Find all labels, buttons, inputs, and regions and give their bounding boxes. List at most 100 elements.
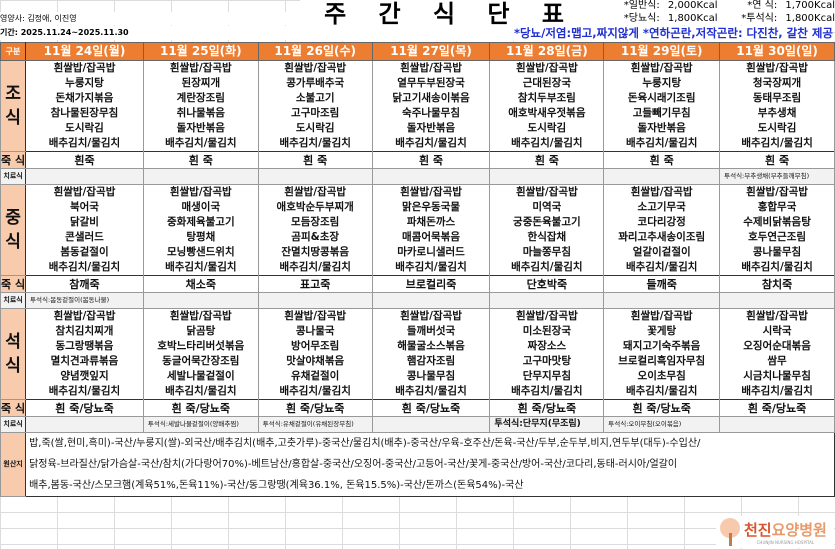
menu-item: 참나물된장무침 [25, 106, 144, 121]
menu-item: 고구마맛탕 [489, 354, 605, 369]
porridge-item: 참깨죽 [25, 275, 144, 293]
menu-item: 배추김치/물김치 [603, 260, 721, 276]
dish-row: 배추김치/물김치 배추김치/물김치 배추김치/물김치 배추김치/물김치 배추김치/물김치… [1, 384, 835, 400]
porridge-item: 흰 죽/당뇨죽 [371, 399, 491, 417]
menu-item: 배추김치/물김치 [257, 260, 373, 276]
menu-item: 돌자반볶음 [371, 121, 491, 136]
menu-item: 흰쌀밥/잡곡밥 [371, 60, 491, 76]
meal-label-char: 중 [5, 208, 21, 228]
porridge-item: 흰 죽/당뇨죽 [257, 399, 373, 417]
menu-item: 배추김치/물김치 [371, 260, 491, 276]
calorie-value: 1,800Kcal [667, 12, 718, 24]
menu-item: 배추김치/물김치 [489, 136, 605, 152]
logo-subtext: CHUNJIN NURSING HOSPITAL [756, 540, 815, 545]
menu-item: 도시락김 [25, 121, 144, 136]
menu-item: 된장찌개 [142, 76, 259, 91]
menu-item: 흰쌀밥/잡곡밥 [257, 184, 373, 200]
dish-row: 누룽지탕 된장찌개 콩가루배추국 열무두부된장국 근대된장국 누룽지탕 청국장찌개 [1, 76, 835, 91]
therapy-item: 투석식:오이무침(오이볶음) [603, 416, 721, 433]
menu-item: 얼갈이겉절이 [603, 245, 721, 260]
menu-item: 시금치나물무침 [719, 369, 835, 384]
dish-row: 도시락김 돌자반볶음 도시락김 돌자반볶음 도시락김 돌자반볶음 도시락김 [1, 121, 835, 136]
menu-item: 모닝빵샌드위치 [142, 245, 259, 260]
menu-item: 동태무조림 [719, 91, 835, 106]
menu-item: 숙주나물무침 [371, 106, 491, 121]
menu-item: 흰쌀밥/잡곡밥 [719, 184, 835, 200]
therapy-label: 치료식 [0, 292, 27, 309]
menu-item: 배추김치/물김치 [25, 384, 144, 400]
dish-row: 콘샐러드 탕평채 곰피&초장 매콤어묵볶음 한식잡채 꽈리고추새송이조림 호두연근조림 [1, 230, 835, 245]
meal-label-char: 식 [5, 232, 21, 252]
therapy-item: 투석식:봄동겉절이(봄동나물) [25, 292, 144, 309]
menu-item: 소불고기 [257, 91, 373, 106]
menu-item: 닭고기새송이볶음 [371, 91, 491, 106]
dish-row: 참나물된장무침 취나물볶음 고구마조림 숙주나물무침 애호박새우젓볶음 고들빼기무침 부추생… [1, 106, 835, 121]
therapy-row: 치료식 투석식:세발나물겉절이(양배추찜) 투석식:유채겉절이(유채된장무침) 투석식… [0, 416, 835, 433]
menu-item: 흰쌀밥/잡곡밥 [25, 184, 144, 200]
menu-item: 흰쌀밥/잡곡밥 [25, 308, 144, 324]
menu-item: 흰쌀밥/잡곡밥 [142, 308, 259, 324]
menu-item: 미소된장국 [489, 324, 605, 339]
calorie-label2: *연 식: [747, 0, 778, 11]
therapy-item [603, 168, 721, 185]
menu-item: 도시락김 [719, 121, 835, 136]
dish-row: 멸치견과류볶음 동글어묵간장조림 맛살야채볶음 햄감자조림 고구마맛탕 브로컬리흑임자무침… [1, 354, 835, 369]
menu-item: 봄동겉절이 [25, 245, 144, 260]
menu-item: 배추김치/물김치 [603, 384, 721, 400]
menu-item: 잔멸치땅콩볶음 [257, 245, 373, 260]
porridge-item: 흰 죽 [371, 151, 491, 169]
menu-item: 마늘쫑무침 [489, 245, 605, 260]
calorie-info: *일반식: 2,000Kcal *연 식: 1,700Kcal *당뇨식: 1,800Kc… [600, 0, 835, 25]
therapy-item [371, 292, 491, 309]
origin-text: 밥,죽(쌀,현미,흑미)-국산/누룽지(쌀)-외국산/배추김치(배추,고춧가루)… [25, 432, 835, 497]
menu-item: 매콤어묵볶음 [371, 230, 491, 245]
menu-item: 콘샐러드 [25, 230, 144, 245]
menu-item: 배추김치/물김치 [257, 384, 373, 400]
porridge-item: 브로컬리죽 [371, 275, 491, 293]
menu-item: 꽃게탕 [603, 324, 721, 339]
menu-item: 배추김치/물김치 [719, 260, 835, 276]
menu-item: 돌자반볶음 [142, 121, 259, 136]
menu-item: 흰쌀밥/잡곡밥 [719, 60, 835, 76]
day-header: 11월 25일(화) [142, 42, 259, 61]
period-info: 기간: 2025.11.24~2025.11.30 [0, 26, 300, 40]
therapy-item [489, 168, 605, 185]
origin-row: 원산지 밥,죽(쌀,현미,흑미)-국산/누룽지(쌀)-외국산/배추김치(배추,고춧… [0, 432, 835, 497]
dish-row: 양념깻잎지 세발나물겉절이 유채겉절이 콩나물무침 단무지무침 오이초무침 시금치나물무침 [1, 369, 835, 384]
menu-item: 취나물볶음 [142, 106, 259, 121]
menu-item: 애호박순두부찌개 [257, 200, 373, 215]
menu-item: 브로컬리흑임자무침 [603, 354, 721, 369]
porridge-row: 죽 식 참깨죽 채소죽 표고죽 브로컬리죽 단호박죽 들깨죽 참치죽 [0, 275, 835, 293]
menu-item: 흰쌀밥/잡곡밥 [257, 308, 373, 324]
menu-item: 배추김치/물김치 [142, 260, 259, 276]
menu-item: 배추김치/물김치 [489, 384, 605, 400]
logo-text: 천진요양병원 [744, 521, 827, 539]
menu-item: 해물굴소스볶음 [371, 339, 491, 354]
menu-item: 방어무조림 [257, 339, 373, 354]
dish-row: 배추김치/물김치 배추김치/물김치 배추김치/물김치 배추김치/물김치 배추김치/물김치… [1, 260, 835, 276]
porridge-item: 흰 죽/당뇨죽 [142, 399, 259, 417]
therapy-item [371, 168, 491, 185]
dish-row: 배추김치/물김치 배추김치/물김치 배추김치/물김치 배추김치/물김치 배추김치/물김치… [1, 136, 835, 152]
menu-item: 콩나물국 [257, 324, 373, 339]
origin-line: 배추,봄동-국산/스모크햄(계육51%,돈육11%)-국산/동그랑땡(계육36.… [29, 480, 524, 491]
therapy-item: 투석식:유채겉절이(유채된장무침) [257, 416, 373, 433]
therapy-item [142, 292, 259, 309]
menu-item: 햄감자조림 [371, 354, 491, 369]
menu-item: 곰피&초장 [257, 230, 373, 245]
therapy-item [489, 292, 605, 309]
menu-item: 닭갈비 [25, 215, 144, 230]
menu-item: 누룽지탕 [25, 76, 144, 91]
page-title: 주 간 식 단 표 [300, 0, 600, 28]
therapy-item: 투석식:세발나물겉절이(양배추찜) [142, 416, 259, 433]
therapy-item: 투석식:단무지(무조림) [489, 416, 605, 433]
origin-line: 밥,죽(쌀,현미,흑미)-국산/누룽지(쌀)-외국산/배추김치(배추,고춧가루)… [29, 438, 701, 449]
therapy-item [719, 416, 835, 433]
menu-item: 돌자반볶음 [603, 121, 721, 136]
menu-item: 단무지무침 [489, 369, 605, 384]
menu-item: 흰쌀밥/잡곡밥 [371, 308, 491, 324]
menu-item: 돈육시래기조림 [603, 91, 721, 106]
menu-item: 매생이국 [142, 200, 259, 215]
